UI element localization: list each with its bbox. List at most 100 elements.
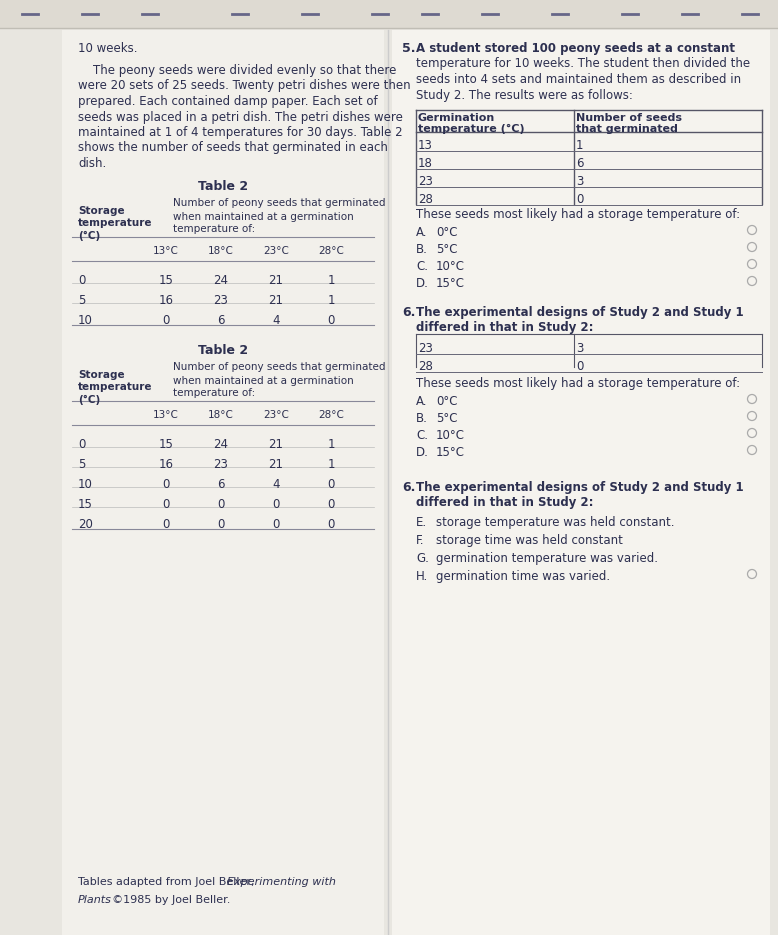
Text: A.: A. bbox=[416, 226, 427, 239]
Text: 0°C: 0°C bbox=[436, 226, 457, 239]
Text: prepared. Each contained damp paper. Each set of: prepared. Each contained damp paper. Eac… bbox=[78, 95, 377, 108]
Text: 28°C: 28°C bbox=[318, 410, 344, 421]
Text: 13°C: 13°C bbox=[153, 247, 179, 256]
Text: 0: 0 bbox=[328, 497, 335, 511]
Text: 21: 21 bbox=[268, 438, 283, 451]
Text: temperature (°C): temperature (°C) bbox=[418, 124, 524, 134]
Text: B.: B. bbox=[416, 412, 428, 425]
Text: 20: 20 bbox=[78, 517, 93, 530]
Text: 15°C: 15°C bbox=[436, 277, 465, 290]
Text: 4: 4 bbox=[272, 478, 280, 491]
Text: 23°C: 23°C bbox=[263, 247, 289, 256]
Text: G.: G. bbox=[416, 552, 429, 565]
Bar bbox=[0, 0, 778, 28]
Text: 21: 21 bbox=[268, 274, 283, 286]
Text: Number of seeds: Number of seeds bbox=[576, 113, 682, 123]
Text: 18: 18 bbox=[418, 157, 433, 170]
Text: B.: B. bbox=[416, 243, 428, 256]
Text: A.: A. bbox=[416, 395, 427, 408]
Text: 23°C: 23°C bbox=[263, 410, 289, 421]
Text: 0: 0 bbox=[328, 313, 335, 326]
Text: 5.: 5. bbox=[402, 42, 415, 55]
Text: 0: 0 bbox=[78, 274, 86, 286]
Text: 10°C: 10°C bbox=[436, 429, 465, 442]
Text: 0: 0 bbox=[217, 497, 225, 511]
Text: seeds into 4 sets and maintained them as described in: seeds into 4 sets and maintained them as… bbox=[416, 73, 741, 86]
Text: 5°C: 5°C bbox=[436, 412, 457, 425]
Text: 0: 0 bbox=[217, 517, 225, 530]
Text: maintained at 1 of 4 temperatures for 30 days. Table 2: maintained at 1 of 4 temperatures for 30… bbox=[78, 126, 403, 139]
Text: 6.: 6. bbox=[402, 481, 415, 494]
Text: 5: 5 bbox=[78, 294, 86, 307]
Text: 5: 5 bbox=[78, 457, 86, 470]
Text: 10°C: 10°C bbox=[436, 260, 465, 273]
Text: Experimenting with: Experimenting with bbox=[227, 877, 336, 887]
Text: 10: 10 bbox=[78, 313, 93, 326]
Text: 3: 3 bbox=[576, 342, 584, 355]
Text: 0: 0 bbox=[272, 497, 279, 511]
Text: The peony seeds were divided evenly so that there: The peony seeds were divided evenly so t… bbox=[78, 64, 396, 77]
Text: germination temperature was varied.: germination temperature was varied. bbox=[436, 552, 658, 565]
Bar bbox=[62, 30, 384, 935]
Text: 24: 24 bbox=[213, 438, 229, 451]
Text: differed in that in Study 2:: differed in that in Study 2: bbox=[416, 321, 594, 334]
Text: 0: 0 bbox=[78, 438, 86, 451]
Text: 3: 3 bbox=[576, 175, 584, 188]
Text: germination time was varied.: germination time was varied. bbox=[436, 570, 610, 583]
Text: 10: 10 bbox=[78, 478, 93, 491]
Text: when maintained at a germination: when maintained at a germination bbox=[173, 376, 354, 385]
Text: E.: E. bbox=[416, 516, 427, 529]
Text: 0: 0 bbox=[163, 478, 170, 491]
Text: 21: 21 bbox=[268, 457, 283, 470]
Text: temperature for 10 weeks. The student then divided the: temperature for 10 weeks. The student th… bbox=[416, 57, 750, 70]
Text: 1: 1 bbox=[328, 457, 335, 470]
Text: 5°C: 5°C bbox=[436, 243, 457, 256]
Text: 0: 0 bbox=[163, 313, 170, 326]
Text: Tables adapted from Joel Beller,: Tables adapted from Joel Beller, bbox=[78, 877, 258, 887]
Text: 16: 16 bbox=[159, 294, 173, 307]
Text: C.: C. bbox=[416, 429, 428, 442]
Text: 28°C: 28°C bbox=[318, 247, 344, 256]
Text: 15: 15 bbox=[159, 438, 173, 451]
Text: 1: 1 bbox=[328, 294, 335, 307]
Text: Study 2. The results were as follows:: Study 2. The results were as follows: bbox=[416, 89, 633, 102]
Text: 0: 0 bbox=[576, 360, 584, 373]
Text: seeds was placed in a petri dish. The petri dishes were: seeds was placed in a petri dish. The pe… bbox=[78, 110, 403, 123]
Text: when maintained at a germination: when maintained at a germination bbox=[173, 211, 354, 222]
Text: 15: 15 bbox=[78, 497, 93, 511]
Text: 0: 0 bbox=[272, 517, 279, 530]
Text: 6.: 6. bbox=[402, 306, 415, 319]
Text: Storage: Storage bbox=[78, 207, 124, 217]
Text: Plants: Plants bbox=[78, 895, 112, 905]
Text: 4: 4 bbox=[272, 313, 280, 326]
Text: 15°C: 15°C bbox=[436, 446, 465, 459]
Text: 0°C: 0°C bbox=[436, 395, 457, 408]
Text: H.: H. bbox=[416, 570, 428, 583]
Text: differed in that in Study 2:: differed in that in Study 2: bbox=[416, 496, 594, 509]
Text: storage time was held constant: storage time was held constant bbox=[436, 534, 623, 547]
Text: 10 weeks.: 10 weeks. bbox=[78, 42, 138, 55]
Text: Table 2: Table 2 bbox=[198, 180, 248, 194]
Text: 1: 1 bbox=[328, 274, 335, 286]
Text: F.: F. bbox=[416, 534, 425, 547]
Text: Table 2: Table 2 bbox=[198, 344, 248, 357]
Text: 13°C: 13°C bbox=[153, 410, 179, 421]
Text: Storage: Storage bbox=[78, 370, 124, 381]
Text: 1: 1 bbox=[576, 139, 584, 152]
Bar bbox=[392, 30, 770, 935]
Text: 0: 0 bbox=[163, 517, 170, 530]
Text: 16: 16 bbox=[159, 457, 173, 470]
Text: C.: C. bbox=[416, 260, 428, 273]
Text: temperature: temperature bbox=[78, 382, 152, 393]
Text: 0: 0 bbox=[163, 497, 170, 511]
Text: 1: 1 bbox=[328, 438, 335, 451]
Text: 0: 0 bbox=[328, 478, 335, 491]
Text: 23: 23 bbox=[214, 457, 229, 470]
Text: These seeds most likely had a storage temperature of:: These seeds most likely had a storage te… bbox=[416, 208, 740, 221]
Text: 28: 28 bbox=[418, 193, 433, 206]
Text: The experimental designs of Study 2 and Study 1: The experimental designs of Study 2 and … bbox=[416, 306, 744, 319]
Text: storage temperature was held constant.: storage temperature was held constant. bbox=[436, 516, 675, 529]
Text: The experimental designs of Study 2 and Study 1: The experimental designs of Study 2 and … bbox=[416, 481, 744, 494]
Text: were 20 sets of 25 seeds. Twenty petri dishes were then: were 20 sets of 25 seeds. Twenty petri d… bbox=[78, 79, 411, 93]
Text: 28: 28 bbox=[418, 360, 433, 373]
